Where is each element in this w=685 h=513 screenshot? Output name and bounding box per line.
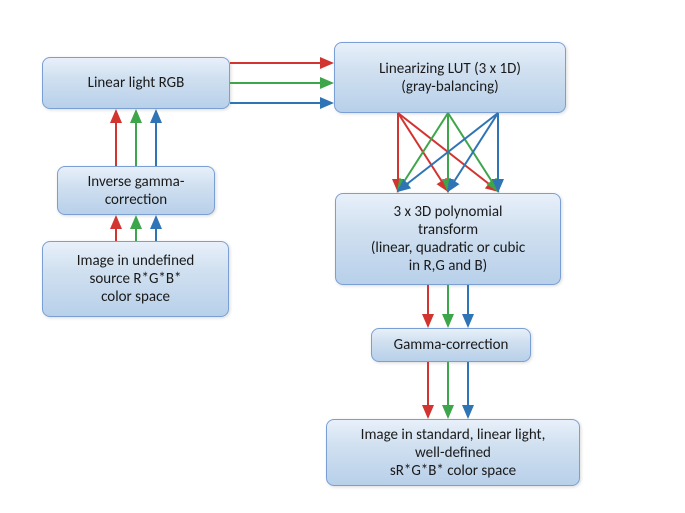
node-label: Linear light RGB [88,74,185,92]
node-gamma-correction: Gamma-correction [371,328,531,362]
node-linearizing-lut: Linearizing LUT (3 x 1D)(gray-balancing) [334,42,566,113]
node-label: Image in standard, linear light,well-def… [361,426,546,480]
arrow-blue [448,113,498,191]
node-inverse-gamma: Inverse gamma-correction [57,166,215,215]
node-linear-light-rgb: Linear light RGB [42,57,230,109]
node-label: Image in undefinedsource R*G*B*color spa… [77,252,195,306]
arrow-red [398,113,448,191]
arrow-blue [398,113,498,191]
arrow-green [398,113,448,191]
arrow-red [398,113,498,191]
node-label: Inverse gamma-correction [88,173,185,209]
node-polynomial-transform: 3 x 3D polynomialtransform(linear, quadr… [335,193,561,285]
node-label: Gamma-correction [394,336,509,354]
node-label: 3 x 3D polynomialtransform(linear, quadr… [371,203,525,275]
arrow-green [448,113,498,191]
node-source-image: Image in undefinedsource R*G*B*color spa… [42,241,229,317]
node-label: Linearizing LUT (3 x 1D)(gray-balancing) [379,60,521,96]
node-output-image: Image in standard, linear light,well-def… [326,419,580,486]
